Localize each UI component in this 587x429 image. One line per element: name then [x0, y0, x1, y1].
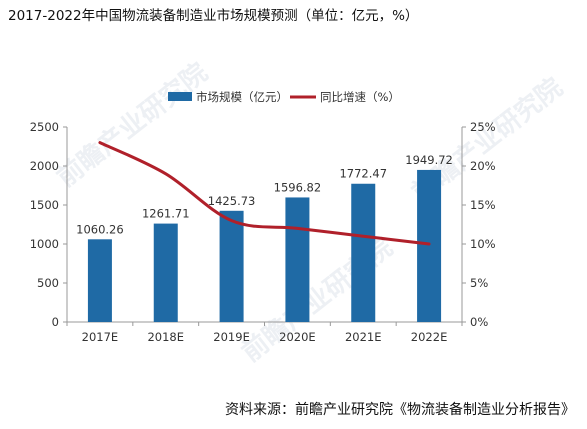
x-tick-label: 2022E [411, 330, 448, 344]
bar-data-label: 1425.73 [208, 194, 256, 208]
growth-line [98, 141, 431, 246]
bar [87, 239, 112, 322]
right-tick-label: 25% [470, 120, 496, 134]
left-tick-label: 1000 [30, 237, 59, 251]
x-tick-label: 2018E [147, 330, 184, 344]
left-tick-label: 500 [37, 276, 59, 290]
bar [219, 210, 244, 322]
source-note: 资料来源：前瞻产业研究院《物流装备制造业分析报告》 [225, 402, 575, 418]
x-tick-label: 2020E [279, 330, 316, 344]
x-tick-label: 2021E [345, 330, 382, 344]
legend-line-label: 同比增速（%） [320, 90, 400, 104]
right-tick-label: 15% [470, 198, 496, 212]
bar [285, 197, 310, 322]
bar-data-label: 1949.72 [405, 153, 453, 167]
right-tick-label: 5% [470, 276, 488, 290]
bar [417, 169, 442, 322]
bar [153, 223, 178, 322]
x-tick-label: 2017E [82, 330, 119, 344]
chart-title: 2017-2022年中国物流装备制造业市场规模预测（单位：亿元，%） [8, 8, 419, 24]
bar-data-label: 1261.71 [142, 207, 190, 221]
right-tick-label: 0% [470, 315, 488, 329]
legend-bar-label: 市场规模（亿元） [196, 90, 288, 104]
legend-bar-swatch [168, 92, 192, 101]
bar [351, 183, 376, 322]
left-tick-label: 0 [52, 315, 59, 329]
left-tick-label: 1500 [30, 198, 59, 212]
right-tick-label: 20% [470, 159, 496, 173]
left-tick-label: 2000 [30, 159, 59, 173]
bar-data-label: 1772.47 [339, 167, 387, 181]
right-tick-label: 10% [470, 237, 496, 251]
bar-data-label: 1060.26 [76, 222, 124, 236]
left-tick-label: 2500 [30, 120, 59, 134]
x-tick-label: 2019E [213, 330, 250, 344]
bar-data-label: 1596.82 [274, 180, 322, 194]
